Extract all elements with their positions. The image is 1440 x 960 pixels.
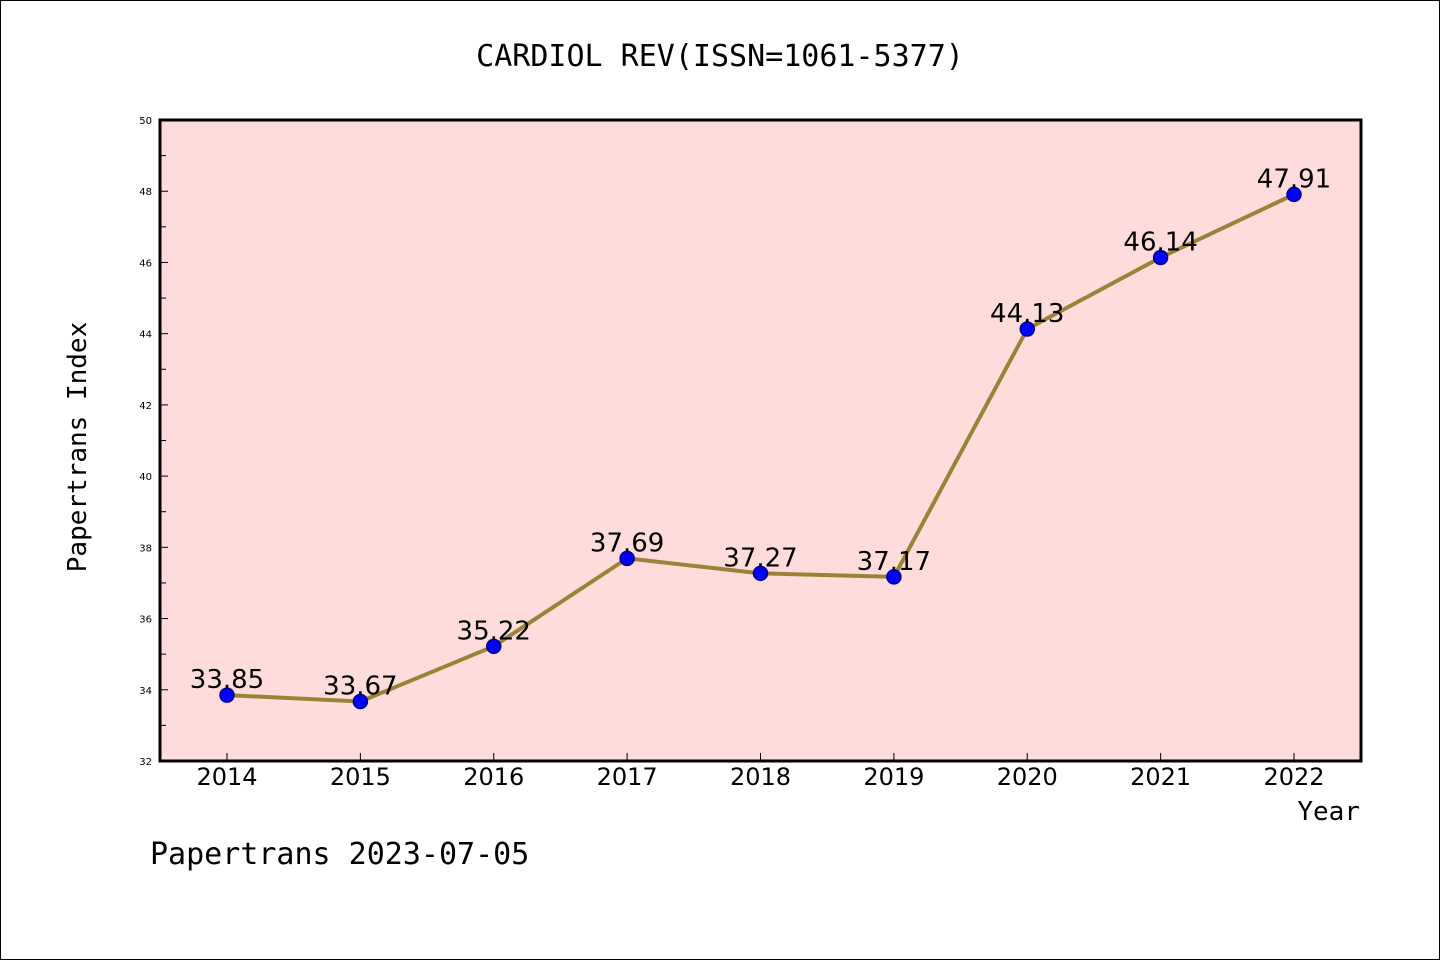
data-point [1019,321,1035,337]
data-point [352,693,369,710]
data-label: 44.13 [990,299,1064,329]
y-tick-label: 34 [139,686,152,697]
data-labels: 33.85 33.67 35.22 37.69 37.27 37.17 44.13 46.14… [190,164,1331,701]
y-tick-label: 46 [139,258,152,269]
x-tick-label: 2022 [1263,763,1324,791]
data-point [619,550,635,567]
footer-credit: Papertrans 2023-07-05 [150,837,529,872]
y-tick-label: 36 [139,615,152,626]
y-tick-label: 50 [139,116,152,127]
data-label: 47.91 [1257,164,1331,194]
data-point [486,638,502,655]
y-tick-label: 48 [139,187,152,198]
chart-title: CARDIOL REV(ISSN=1061-5377) [476,39,964,74]
data-label: 37.17 [857,547,931,577]
x-tick-label: 2020 [997,763,1058,791]
x-axis: 2014 2015 2016 2017 2018 2019 2020 2021 2022 [196,753,1325,791]
data-label: 35.22 [457,616,531,646]
x-tick-label: 2018 [730,763,791,791]
y-tick-label: 40 [139,472,152,483]
data-point [1286,186,1302,203]
x-axis-label: Year [1297,797,1360,827]
data-label: 37.69 [590,528,664,558]
y-axis-label: Papertrans Index [63,322,93,572]
x-tick-label: 2017 [597,763,658,791]
x-tick-label: 2014 [196,763,257,791]
data-point [1152,249,1169,266]
plot-border [158,118,1363,763]
y-tick-label: 44 [139,330,152,341]
data-markers [219,186,1302,710]
data-point [886,569,902,585]
x-tick-label: 2016 [463,763,524,791]
y-tick-label: 42 [139,401,152,412]
data-label: 33.85 [190,665,264,695]
data-point [752,565,769,582]
data-label: 37.27 [723,543,797,573]
data-label: 46.14 [1123,227,1197,257]
y-tick-label: 32 [139,757,152,768]
plot-area [160,120,1361,761]
data-label: 33.67 [323,672,397,702]
x-tick-label: 2019 [863,763,924,791]
y-tick-label: 38 [139,543,152,554]
x-tick-label: 2021 [1130,763,1191,791]
data-point [219,687,235,703]
x-tick-label: 2015 [330,763,391,791]
